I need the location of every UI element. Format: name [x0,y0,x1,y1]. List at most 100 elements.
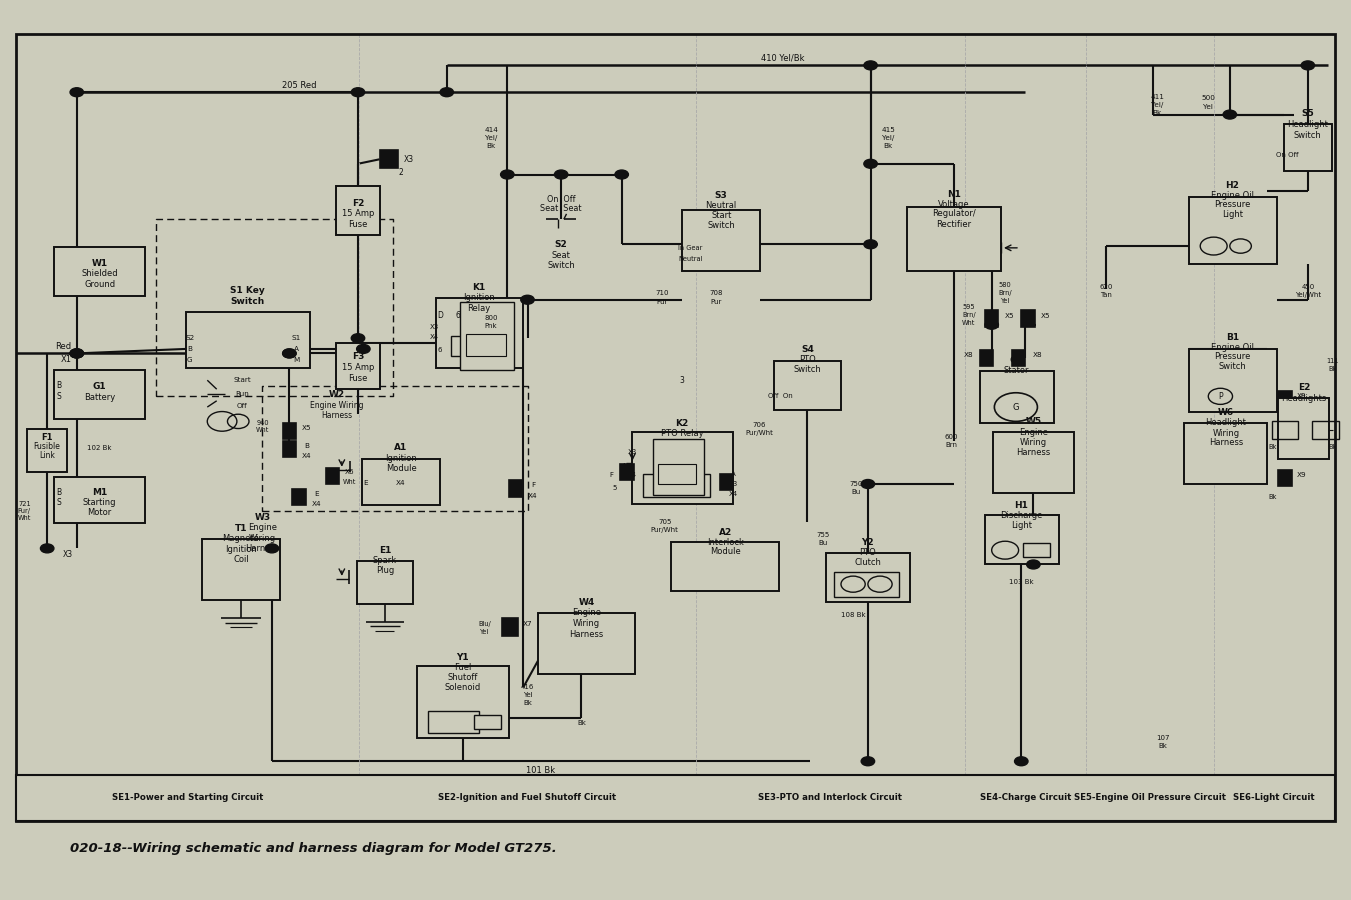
Text: Seat  Seat: Seat Seat [540,204,582,213]
Text: Pressure: Pressure [1215,353,1251,362]
Bar [16,775,1335,821]
Text: 415: 415 [881,127,894,133]
Text: Off: Off [236,403,247,410]
Text: X9: X9 [1297,472,1306,478]
Bar [1278,391,1292,407]
Text: Harness: Harness [1209,438,1243,447]
Circle shape [863,239,877,248]
Bar [1023,543,1050,557]
Bar [1183,423,1267,484]
Text: B: B [57,381,62,390]
Circle shape [440,88,454,96]
Text: PTO: PTO [798,356,816,364]
Bar [979,372,1054,423]
Text: Bk: Bk [577,720,586,725]
Text: Yel: Yel [480,629,489,635]
Text: Wiring: Wiring [249,534,276,543]
Bar [54,370,146,418]
Text: A2: A2 [719,527,732,536]
Text: Wiring: Wiring [1020,438,1047,447]
Text: X3: X3 [62,550,73,559]
Text: X3: X3 [728,481,738,487]
Text: Red: Red [55,342,72,351]
Text: Plug: Plug [376,566,394,575]
Text: Wht: Wht [962,320,975,326]
Text: SE6-Light Circuit: SE6-Light Circuit [1233,794,1315,803]
Text: F2: F2 [351,199,365,208]
Circle shape [861,757,874,766]
Text: Wiring: Wiring [573,619,600,628]
Text: Harness: Harness [246,544,280,553]
Bar [336,343,380,389]
Bar [985,310,998,327]
Text: Bk: Bk [1158,743,1167,749]
Text: S2: S2 [555,239,567,248]
Bar [835,572,898,597]
Text: Solenoid: Solenoid [444,682,481,691]
Text: Interlock: Interlock [707,537,743,546]
Text: S1: S1 [292,335,301,341]
Text: 103 Bk: 103 Bk [1009,580,1034,585]
Circle shape [41,544,54,553]
Bar [54,247,146,296]
Text: 102 Bk: 102 Bk [88,446,112,451]
Text: W4: W4 [578,598,594,607]
Bar [417,667,509,738]
Text: S1 Key
Switch: S1 Key Switch [230,286,265,306]
Text: Brn/: Brn/ [962,312,975,318]
Circle shape [70,349,84,358]
Text: Off  On: Off On [769,393,793,400]
Text: Module: Module [709,547,740,556]
Bar [451,337,503,356]
Bar [774,361,840,410]
Text: 2: 2 [399,168,404,177]
Text: Tan: Tan [1100,292,1112,298]
Text: W5: W5 [1025,417,1042,426]
Bar [436,298,523,368]
Bar [27,429,68,472]
Bar [292,490,305,506]
Text: PTO: PTO [859,548,877,557]
Bar [827,553,909,602]
Text: Fusible: Fusible [34,442,61,451]
Text: Pressure: Pressure [1215,201,1251,210]
Text: Harness: Harness [322,410,353,419]
Text: Bk: Bk [523,700,532,706]
Circle shape [70,88,84,96]
Text: Bk: Bk [1269,493,1277,500]
Text: Bk: Bk [1328,365,1336,372]
Text: X3: X3 [628,449,638,454]
Text: X3: X3 [404,155,415,164]
Bar [282,441,296,457]
Text: Starting: Starting [82,499,116,508]
Text: Yel/Wht: Yel/Wht [1294,292,1321,298]
Text: X5: X5 [1004,313,1015,319]
Bar [1012,350,1025,366]
Bar [1283,124,1332,171]
Text: 750: 750 [848,481,862,487]
Text: Pur/Wht: Pur/Wht [651,526,678,533]
Text: Brn: Brn [946,442,958,447]
Text: Ignition: Ignition [463,293,494,302]
Text: 595: 595 [962,304,975,310]
Text: Pur/Wht: Pur/Wht [744,430,773,436]
Bar [1189,349,1277,411]
Text: 5: 5 [727,482,732,490]
Bar [509,481,521,497]
Circle shape [70,349,84,358]
Bar [720,474,734,490]
Bar [653,439,704,495]
Text: Pnk: Pnk [485,323,497,328]
Circle shape [351,88,365,96]
Text: Regulator/: Regulator/ [932,210,975,219]
Circle shape [554,170,567,179]
Text: Harness: Harness [570,630,604,639]
Text: Engine Oil: Engine Oil [1210,343,1254,352]
Text: B: B [304,443,309,448]
Text: G: G [186,356,193,363]
Text: Relay: Relay [467,304,490,313]
Text: Switch: Switch [1294,130,1321,140]
Text: Bk: Bk [486,143,496,148]
Text: Yel: Yel [523,692,532,698]
Text: M: M [293,356,299,363]
